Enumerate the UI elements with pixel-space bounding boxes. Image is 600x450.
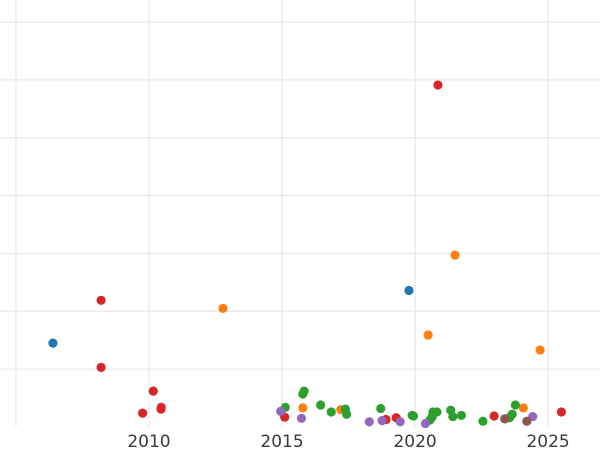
data-point-series-2	[427, 412, 437, 422]
data-point-series-3	[556, 407, 567, 417]
data-point-series-2	[326, 407, 336, 417]
data-point-series-4	[296, 413, 307, 423]
data-point-series-4	[364, 417, 374, 427]
data-point-series-0	[404, 285, 414, 296]
data-point-series-3	[96, 295, 106, 305]
data-points	[48, 80, 567, 429]
grid	[0, 0, 600, 427]
data-point-series-2	[342, 409, 352, 419]
data-point-series-2	[408, 411, 419, 421]
data-point-series-4	[395, 417, 405, 427]
data-point-series-3	[96, 362, 106, 373]
data-point-series-3	[156, 404, 166, 414]
x-axis-ticks: 2010 2015 2020 2025	[127, 432, 569, 450]
data-point-series-4	[276, 406, 286, 416]
data-point-series-1	[518, 403, 528, 413]
data-point-series-5	[500, 414, 510, 424]
data-point-series-3	[433, 80, 443, 90]
data-point-series-1	[298, 403, 308, 413]
data-point-series-4	[377, 416, 387, 426]
data-point-series-4	[420, 418, 431, 429]
data-point-series-1	[450, 250, 460, 260]
data-point-series-2	[448, 411, 458, 422]
data-point-series-0	[48, 338, 58, 348]
data-point-series-2	[376, 403, 386, 414]
data-point-series-2	[299, 386, 309, 396]
x-tick-label: 2010	[127, 432, 170, 450]
x-tick-label: 2025	[526, 432, 569, 450]
data-point-series-2	[316, 400, 326, 410]
data-point-series-3	[489, 411, 499, 421]
data-point-series-5	[522, 416, 532, 426]
data-point-series-1	[423, 330, 433, 340]
data-point-series-2	[507, 409, 517, 419]
x-tick-label: 2020	[393, 432, 436, 450]
data-point-series-2	[510, 400, 520, 410]
data-point-series-3	[138, 408, 148, 418]
data-point-series-1	[218, 303, 228, 313]
data-point-series-2	[478, 416, 488, 426]
data-point-series-3	[148, 386, 158, 396]
data-point-series-1	[535, 345, 545, 355]
x-tick-label: 2015	[260, 432, 303, 450]
data-point-series-2	[456, 410, 466, 421]
